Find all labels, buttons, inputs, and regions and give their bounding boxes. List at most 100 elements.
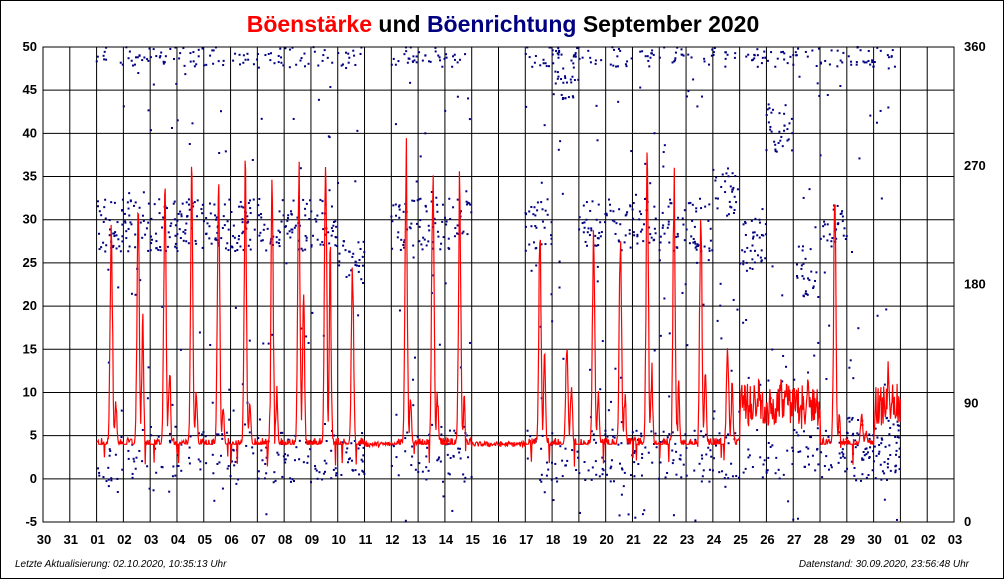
direction-point — [170, 126, 173, 129]
direction-point — [760, 234, 763, 237]
direction-point — [879, 109, 882, 112]
direction-point — [315, 220, 318, 223]
direction-point — [594, 244, 597, 247]
direction-point — [304, 234, 307, 237]
direction-point — [709, 239, 712, 242]
direction-point — [770, 51, 773, 54]
direction-point — [671, 449, 674, 452]
direction-point — [596, 280, 599, 283]
direction-point — [524, 53, 527, 56]
direction-point — [441, 203, 444, 206]
direction-point — [121, 240, 124, 243]
title-gust-speed: Böenstärke — [246, 11, 372, 37]
direction-point — [630, 57, 633, 60]
direction-point — [163, 61, 166, 64]
direction-point — [841, 210, 844, 213]
direction-point — [559, 445, 562, 448]
direction-point — [278, 238, 281, 241]
direction-point — [858, 157, 861, 160]
direction-point — [698, 197, 701, 200]
direction-point — [659, 441, 662, 444]
direction-point — [303, 52, 306, 55]
direction-point — [452, 206, 455, 209]
direction-point — [394, 203, 397, 206]
direction-point — [138, 449, 141, 452]
direction-point — [146, 465, 149, 468]
direction-point — [354, 264, 357, 267]
direction-point — [622, 485, 625, 488]
direction-point — [96, 200, 99, 203]
direction-point — [115, 234, 118, 237]
direction-point — [745, 55, 748, 58]
direction-point — [714, 179, 717, 182]
direction-point — [441, 220, 444, 223]
direction-point — [629, 474, 632, 477]
direction-point — [789, 55, 792, 58]
direction-point — [828, 324, 831, 327]
direction-point — [541, 220, 544, 223]
direction-point — [862, 451, 865, 454]
direction-point — [172, 57, 175, 60]
direction-point — [848, 416, 851, 419]
direction-point — [894, 453, 897, 456]
direction-point — [734, 432, 737, 435]
direction-point — [117, 238, 120, 241]
direction-point — [242, 206, 245, 209]
direction-point — [358, 264, 361, 267]
direction-point — [542, 58, 545, 61]
direction-point — [540, 201, 543, 204]
direction-point — [533, 206, 536, 209]
direction-point — [887, 106, 890, 109]
direction-point — [663, 144, 666, 147]
direction-point — [800, 264, 803, 267]
direction-point — [679, 458, 682, 461]
direction-point — [552, 62, 555, 65]
direction-point — [147, 109, 150, 112]
direction-point — [600, 59, 603, 62]
direction-point — [695, 248, 698, 251]
direction-point — [215, 216, 218, 219]
direction-point — [814, 469, 817, 472]
direction-point — [792, 63, 795, 66]
direction-point — [208, 225, 211, 228]
direction-point — [626, 60, 629, 63]
direction-point — [185, 201, 188, 204]
direction-point — [103, 58, 106, 61]
direction-point — [138, 206, 141, 209]
direction-point — [702, 303, 705, 306]
direction-point — [707, 446, 710, 449]
direction-point — [554, 82, 557, 85]
direction-point — [801, 275, 804, 278]
direction-point — [878, 443, 881, 446]
direction-point — [524, 212, 527, 215]
direction-point — [551, 432, 554, 435]
direction-point — [266, 227, 269, 230]
direction-point — [597, 237, 600, 240]
direction-point — [435, 196, 438, 199]
direction-point — [213, 203, 216, 206]
direction-point — [330, 477, 333, 480]
direction-point — [603, 460, 606, 463]
direction-point — [786, 62, 789, 65]
direction-point — [390, 63, 393, 66]
direction-point — [295, 446, 298, 449]
direction-point — [880, 442, 883, 445]
direction-point — [826, 223, 829, 226]
direction-point — [330, 205, 333, 208]
direction-point — [157, 435, 160, 438]
direction-point — [861, 457, 864, 460]
direction-point — [835, 237, 838, 240]
direction-point — [533, 61, 536, 64]
direction-point — [855, 61, 858, 64]
direction-point — [261, 239, 264, 242]
direction-point — [847, 55, 850, 58]
direction-point — [348, 56, 351, 59]
direction-point — [179, 237, 182, 240]
direction-point — [243, 423, 246, 426]
direction-point — [126, 201, 129, 204]
direction-point — [698, 462, 701, 465]
direction-point — [121, 223, 124, 226]
direction-point — [654, 232, 657, 235]
direction-point — [883, 498, 886, 501]
direction-point — [100, 246, 103, 249]
